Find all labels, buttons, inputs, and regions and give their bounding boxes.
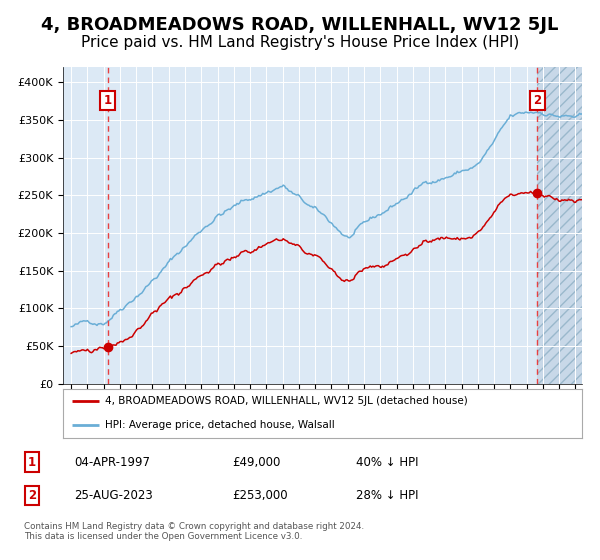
Text: £253,000: £253,000 [232, 489, 288, 502]
Text: Price paid vs. HM Land Registry's House Price Index (HPI): Price paid vs. HM Land Registry's House … [81, 35, 519, 50]
Text: HPI: Average price, detached house, Walsall: HPI: Average price, detached house, Wals… [104, 420, 334, 430]
Text: 2: 2 [28, 489, 36, 502]
Text: Contains HM Land Registry data © Crown copyright and database right 2024.
This d: Contains HM Land Registry data © Crown c… [24, 522, 364, 542]
Text: 1: 1 [104, 94, 112, 107]
Bar [537, 67, 584, 384]
Text: 4, BROADMEADOWS ROAD, WILLENHALL, WV12 5JL (detached house): 4, BROADMEADOWS ROAD, WILLENHALL, WV12 5… [104, 396, 467, 407]
Text: 4, BROADMEADOWS ROAD, WILLENHALL, WV12 5JL: 4, BROADMEADOWS ROAD, WILLENHALL, WV12 5… [41, 16, 559, 34]
Text: 2: 2 [533, 94, 541, 107]
Text: 04-APR-1997: 04-APR-1997 [74, 455, 151, 469]
Text: £49,000: £49,000 [232, 455, 281, 469]
Text: 1: 1 [28, 455, 36, 469]
Text: 25-AUG-2023: 25-AUG-2023 [74, 489, 153, 502]
Text: 28% ↓ HPI: 28% ↓ HPI [356, 489, 419, 502]
Text: 40% ↓ HPI: 40% ↓ HPI [356, 455, 419, 469]
